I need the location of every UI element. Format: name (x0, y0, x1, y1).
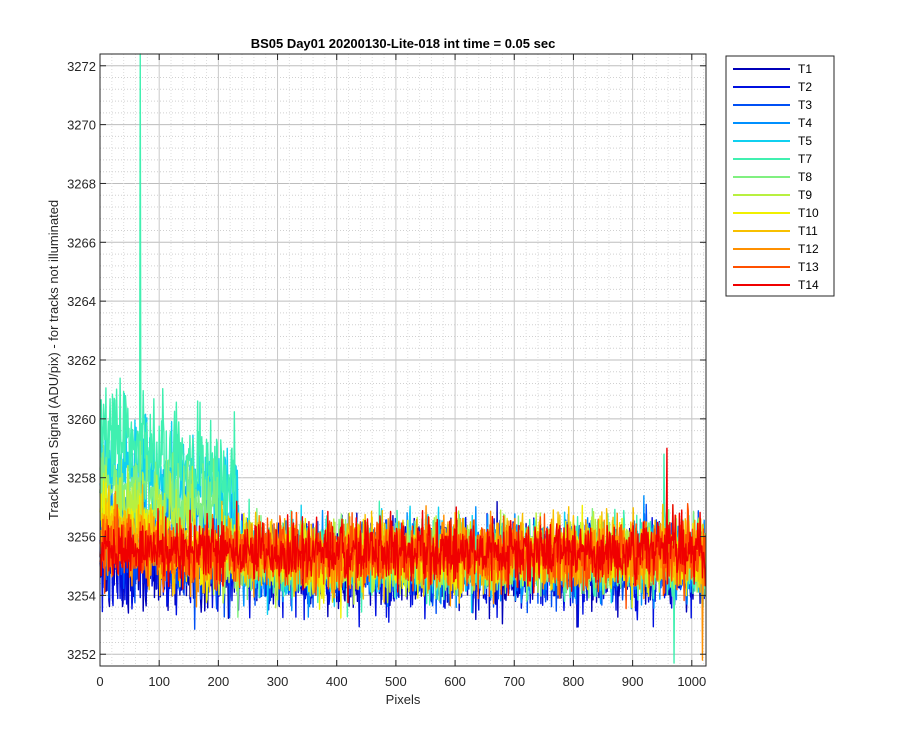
x-tick-label: 100 (148, 674, 170, 689)
series-line-t14 (99, 447, 707, 604)
legend-label-t7: T7 (798, 152, 812, 166)
chart-title: BS05 Day01 20200130-Lite-018 int time = … (251, 36, 556, 51)
x-tick-label: 200 (208, 674, 230, 689)
y-tick-label: 3256 (67, 530, 96, 545)
y-axis-label: Track Mean Signal (ADU/pix) - for tracks… (46, 200, 61, 520)
legend-label-t12: T12 (798, 242, 819, 256)
y-tick-label: 3272 (67, 59, 96, 74)
y-tick-label: 3262 (67, 353, 96, 368)
legend-label-t10: T10 (798, 206, 819, 220)
legend-label-t1: T1 (798, 62, 812, 76)
legend-label-t2: T2 (798, 80, 812, 94)
legend-label-t3: T3 (798, 98, 812, 112)
y-tick-label: 3258 (67, 471, 96, 486)
y-tick-label: 3264 (67, 294, 96, 309)
legend-label-t11: T11 (798, 224, 818, 238)
y-tick-label: 3254 (67, 588, 96, 603)
x-axis-ticks: 0 100 200 300 400 500 600 700 800 900 1000 (96, 54, 706, 689)
legend: T1 T2 T3 T4 T5 T7 T8 T9 T10 T11 T12 T13 T14 (725, 55, 835, 297)
x-tick-label: 800 (563, 674, 585, 689)
legend-label-t8: T8 (798, 170, 812, 184)
x-tick-label: 0 (96, 674, 103, 689)
x-tick-label: 600 (444, 674, 466, 689)
y-axis-ticks: 3252 3254 3256 3258 3260 3262 3264 3266 3268 3270… (67, 59, 706, 662)
x-tick-label: 500 (385, 674, 407, 689)
x-tick-label: 900 (622, 674, 644, 689)
y-tick-label: 3270 (67, 118, 96, 133)
x-tick-label: 1000 (677, 674, 706, 689)
legend-label-t5: T5 (798, 134, 812, 148)
y-tick-label: 3266 (67, 235, 96, 250)
series-layer (99, 53, 707, 664)
legend-label-t9: T9 (798, 188, 812, 202)
legend-label-t14: T14 (798, 278, 819, 292)
legend-label-t13: T13 (798, 260, 819, 274)
y-tick-label: 3268 (67, 176, 96, 191)
legend-label-t4: T4 (798, 116, 812, 130)
y-tick-label: 3252 (67, 647, 96, 662)
x-axis-label: Pixels (386, 692, 421, 707)
y-tick-label: 3260 (67, 412, 96, 427)
x-tick-label: 300 (267, 674, 289, 689)
x-tick-label: 700 (503, 674, 525, 689)
x-tick-label: 400 (326, 674, 348, 689)
